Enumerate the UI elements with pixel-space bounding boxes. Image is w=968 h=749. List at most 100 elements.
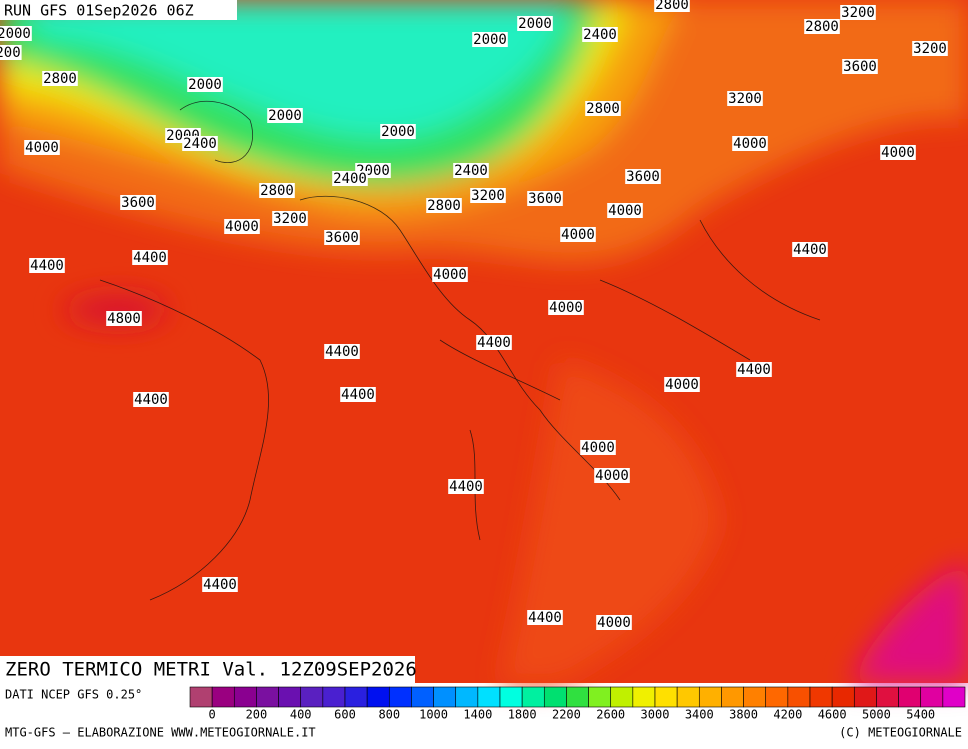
contour-label: 2800 [805,19,839,35]
colorbar-swatch [632,686,656,708]
contour-label: 4400 [325,344,359,360]
colorbar-swatch [388,686,412,708]
contour-label-box [527,191,563,206]
colorbar-label: 200 [246,708,268,722]
colorbar-swatch [588,686,612,708]
contour-label: 2800 [427,198,461,214]
colorbar-swatch [521,686,545,708]
contour-label-box [224,219,260,234]
contour-label-box [792,242,828,257]
contour-label: 3200 [273,211,307,227]
contour-label: 4000 [665,377,699,393]
colorbar-swatch [942,686,966,708]
contour-label-box [912,41,948,56]
colorbar-label: 3400 [685,708,714,722]
contour-label: 2000 [518,16,552,32]
contour-label-box [426,198,462,213]
contour-label-box [380,124,416,139]
colorbar-swatch [743,686,767,708]
contour-label-box [580,440,616,455]
map-field [0,0,968,683]
colorbar-swatch [676,686,700,708]
contour-label-box [517,16,553,31]
contour-label-box [585,101,621,116]
footer-left: MTG-GFS — ELABORAZIONE WWW.METEOGIORNALE… [5,726,316,740]
colorbar-swatch [765,686,789,708]
contour-label: 3200 [841,5,875,21]
contour-label: 4400 [133,250,167,266]
colorbar-swatch [344,686,368,708]
contour-label: 3600 [626,169,660,185]
colorbar-label: 0 [209,708,216,722]
contour-label-box [470,188,506,203]
contour-label-box [736,362,772,377]
contour-label: 2800 [43,71,77,87]
contour-label: 2800 [260,183,294,199]
contour-label: 4400 [134,392,168,408]
contour-label: 2000 [0,26,31,42]
colorbar: 0 200 400 600 800 1000 1400 1800 2200 2600 3000 340… [189,686,966,722]
contour-label: 4000 [595,468,629,484]
contour-label: 4400 [793,242,827,258]
contour-label-box [182,136,218,151]
contour-label: 4000 [608,203,642,219]
run-box [0,0,237,20]
contour-label-box [664,377,700,392]
contour-label: 4000 [881,145,915,161]
contour-label-box [476,335,512,350]
contour-label: 4000 [561,227,595,243]
contour-label-box [453,163,489,178]
contour-label-box [267,108,303,123]
contour-label-box [607,203,643,218]
colorbar-label: 600 [334,708,356,722]
contour-label: 4800 [107,311,141,327]
colorbar-label: 4600 [818,708,847,722]
contour-label: 200 [0,45,21,61]
colorbar-swatch [698,686,722,708]
colorbar-swatch [433,686,457,708]
contour-label: 3200 [728,91,762,107]
colorbar-swatch [322,686,346,708]
contour-label: 4400 [449,479,483,495]
colorbar-swatch [366,686,390,708]
colorbar-label: 5400 [906,708,935,722]
contour-label: 4000 [25,140,59,156]
contour-label: 4400 [477,335,511,351]
colorbar-swatch [920,686,944,708]
contour-label: 3600 [121,195,155,211]
colorbar-swatch [853,686,877,708]
contour-label-box [132,250,168,265]
contour-label-box [448,479,484,494]
colorbar-swatch [566,686,589,708]
contour-label-box [880,145,916,160]
colorbar-swatch [256,686,279,708]
contour-label-box [272,211,308,226]
contour-label-box [840,5,876,20]
title-box [0,656,415,683]
colorbar-label: 3800 [729,708,758,722]
colorbar-swatch [411,686,434,708]
colorbar-label: 400 [290,708,312,722]
colorbar-swatch [831,686,855,708]
contour-label: 2400 [583,27,617,43]
contour-label-box [332,171,368,186]
contour-label-box [432,267,468,282]
run-info: RUN GFS 01Sep2026 06Z [4,2,194,20]
contour-label-box [340,387,376,402]
contour-label: 4000 [225,219,259,235]
contour-label: 2000 [188,77,222,93]
contour-label: 2000 [268,108,302,124]
colorbar-swatch [189,686,213,708]
contour-label: 2000 [473,32,507,48]
colorbar-label: 2200 [552,708,581,722]
source-text: DATI NCEP GFS 0.25° [5,688,142,702]
contour-label-box [582,27,618,42]
colorbar-swatch [610,686,634,708]
contour-label: 4400 [528,610,562,626]
contour-label: 4000 [581,440,615,456]
colorbar-label: 1000 [419,708,448,722]
contour-label-box [727,91,763,106]
colorbar-swatch [477,686,501,708]
